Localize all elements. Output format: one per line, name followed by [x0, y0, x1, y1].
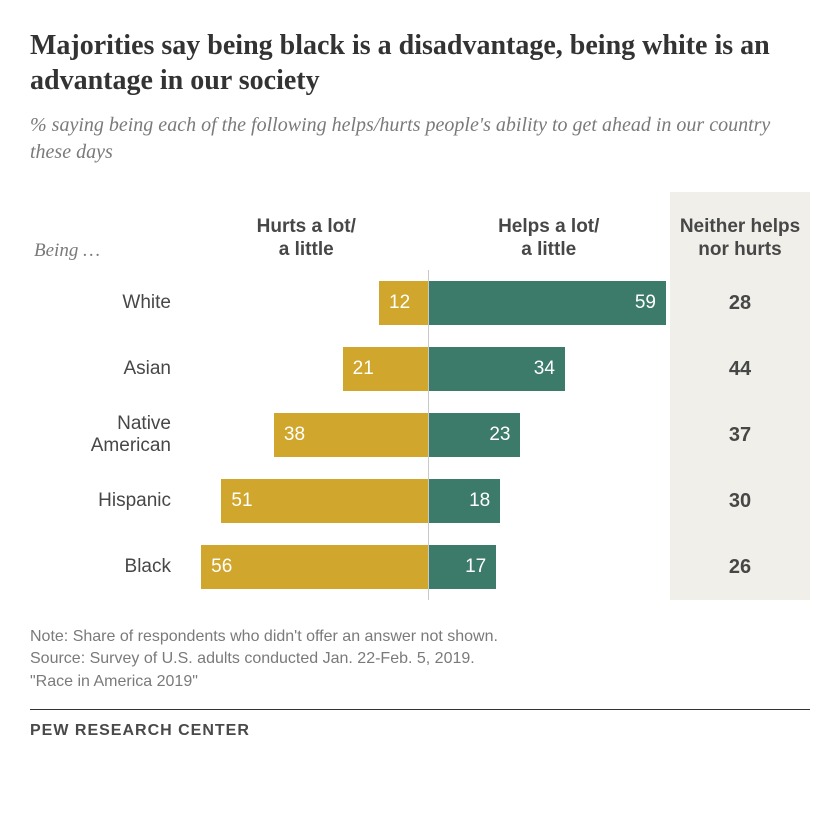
neither-value: 37	[729, 424, 751, 447]
footer-divider	[30, 709, 810, 710]
neither-value: 26	[729, 556, 751, 579]
neither-column: Neither helpsnor hurts 28 44 37 30 26	[670, 192, 810, 600]
attribution: PEW RESEARCH CENTER	[30, 722, 810, 740]
chart-subtitle: % saying being each of the following hel…	[30, 112, 810, 166]
neither-value: 30	[729, 490, 751, 513]
bars-column: Hurts a lot/a little Helps a lot/a littl…	[185, 192, 670, 600]
hurts-bar: 38	[274, 413, 428, 457]
neither-value: 44	[729, 358, 751, 381]
row-label: White	[122, 292, 171, 314]
helps-bar: 59	[428, 281, 666, 325]
helps-bar: 23	[428, 413, 521, 457]
center-divider	[428, 270, 429, 600]
labels-column: Being … White Asian NativeAmerican Hispa…	[30, 192, 185, 600]
neither-value: 28	[729, 292, 751, 315]
report-text: "Race in America 2019"	[30, 671, 810, 693]
chart-title: Majorities say being black is a disadvan…	[30, 28, 810, 98]
row-label: Asian	[123, 358, 171, 380]
footnotes: Note: Share of respondents who didn't of…	[30, 626, 810, 693]
source-text: Source: Survey of U.S. adults conducted …	[30, 648, 810, 670]
helps-bar: 17	[428, 545, 497, 589]
being-label: Being …	[34, 240, 100, 262]
helps-bar: 34	[428, 347, 565, 391]
hurts-bar: 56	[201, 545, 427, 589]
note-text: Note: Share of respondents who didn't of…	[30, 626, 810, 648]
row-label: Hispanic	[98, 490, 171, 512]
hurts-bar: 21	[343, 347, 428, 391]
helps-bar: 18	[428, 479, 501, 523]
hurts-bar: 12	[379, 281, 428, 325]
row-label: Black	[125, 556, 171, 578]
hurts-bar: 51	[221, 479, 427, 523]
row-label: NativeAmerican	[91, 413, 171, 457]
neither-header: Neither helpsnor hurts	[680, 216, 800, 262]
hurts-header: Hurts a lot/a little	[257, 216, 356, 262]
helps-header: Helps a lot/a little	[498, 216, 599, 262]
chart-area: Being … White Asian NativeAmerican Hispa…	[30, 192, 810, 600]
